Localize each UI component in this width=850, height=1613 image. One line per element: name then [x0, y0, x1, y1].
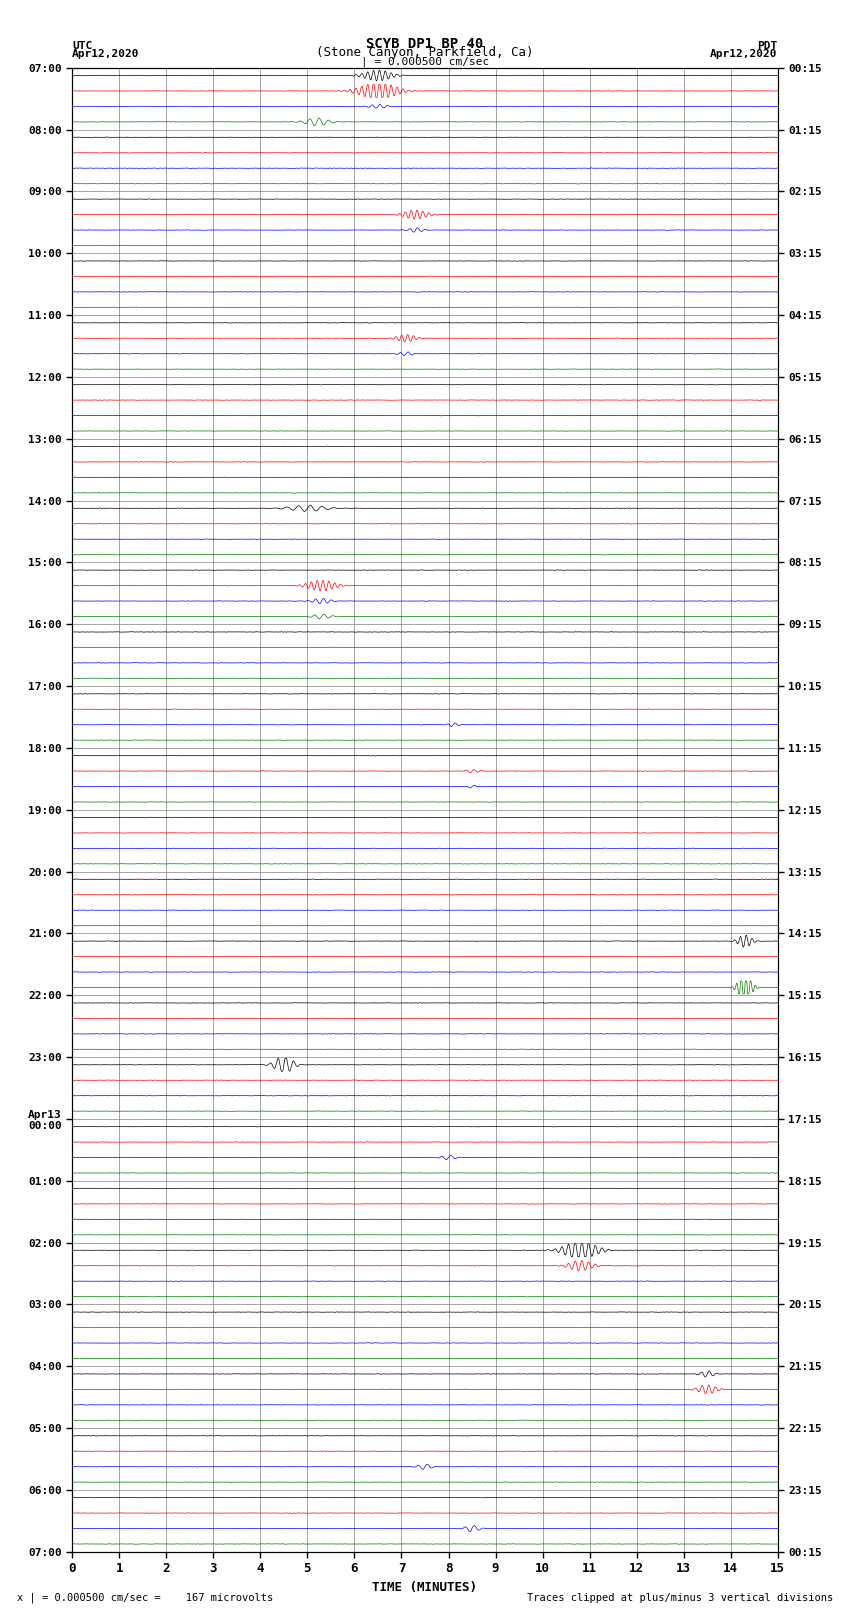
Text: Traces clipped at plus/minus 3 vertical divisions: Traces clipped at plus/minus 3 vertical …: [527, 1594, 833, 1603]
Text: x | = 0.000500 cm/sec =    167 microvolts: x | = 0.000500 cm/sec = 167 microvolts: [17, 1592, 273, 1603]
X-axis label: TIME (MINUTES): TIME (MINUTES): [372, 1581, 478, 1594]
Text: (Stone Canyon, Parkfield, Ca): (Stone Canyon, Parkfield, Ca): [316, 45, 534, 58]
Text: UTC: UTC: [72, 40, 93, 50]
Text: Apr12,2020: Apr12,2020: [711, 48, 778, 58]
Text: | = 0.000500 cm/sec: | = 0.000500 cm/sec: [361, 56, 489, 66]
Text: PDT: PDT: [757, 40, 778, 50]
Text: SCYB DP1 BP 40: SCYB DP1 BP 40: [366, 37, 484, 50]
Text: Apr12,2020: Apr12,2020: [72, 48, 139, 58]
